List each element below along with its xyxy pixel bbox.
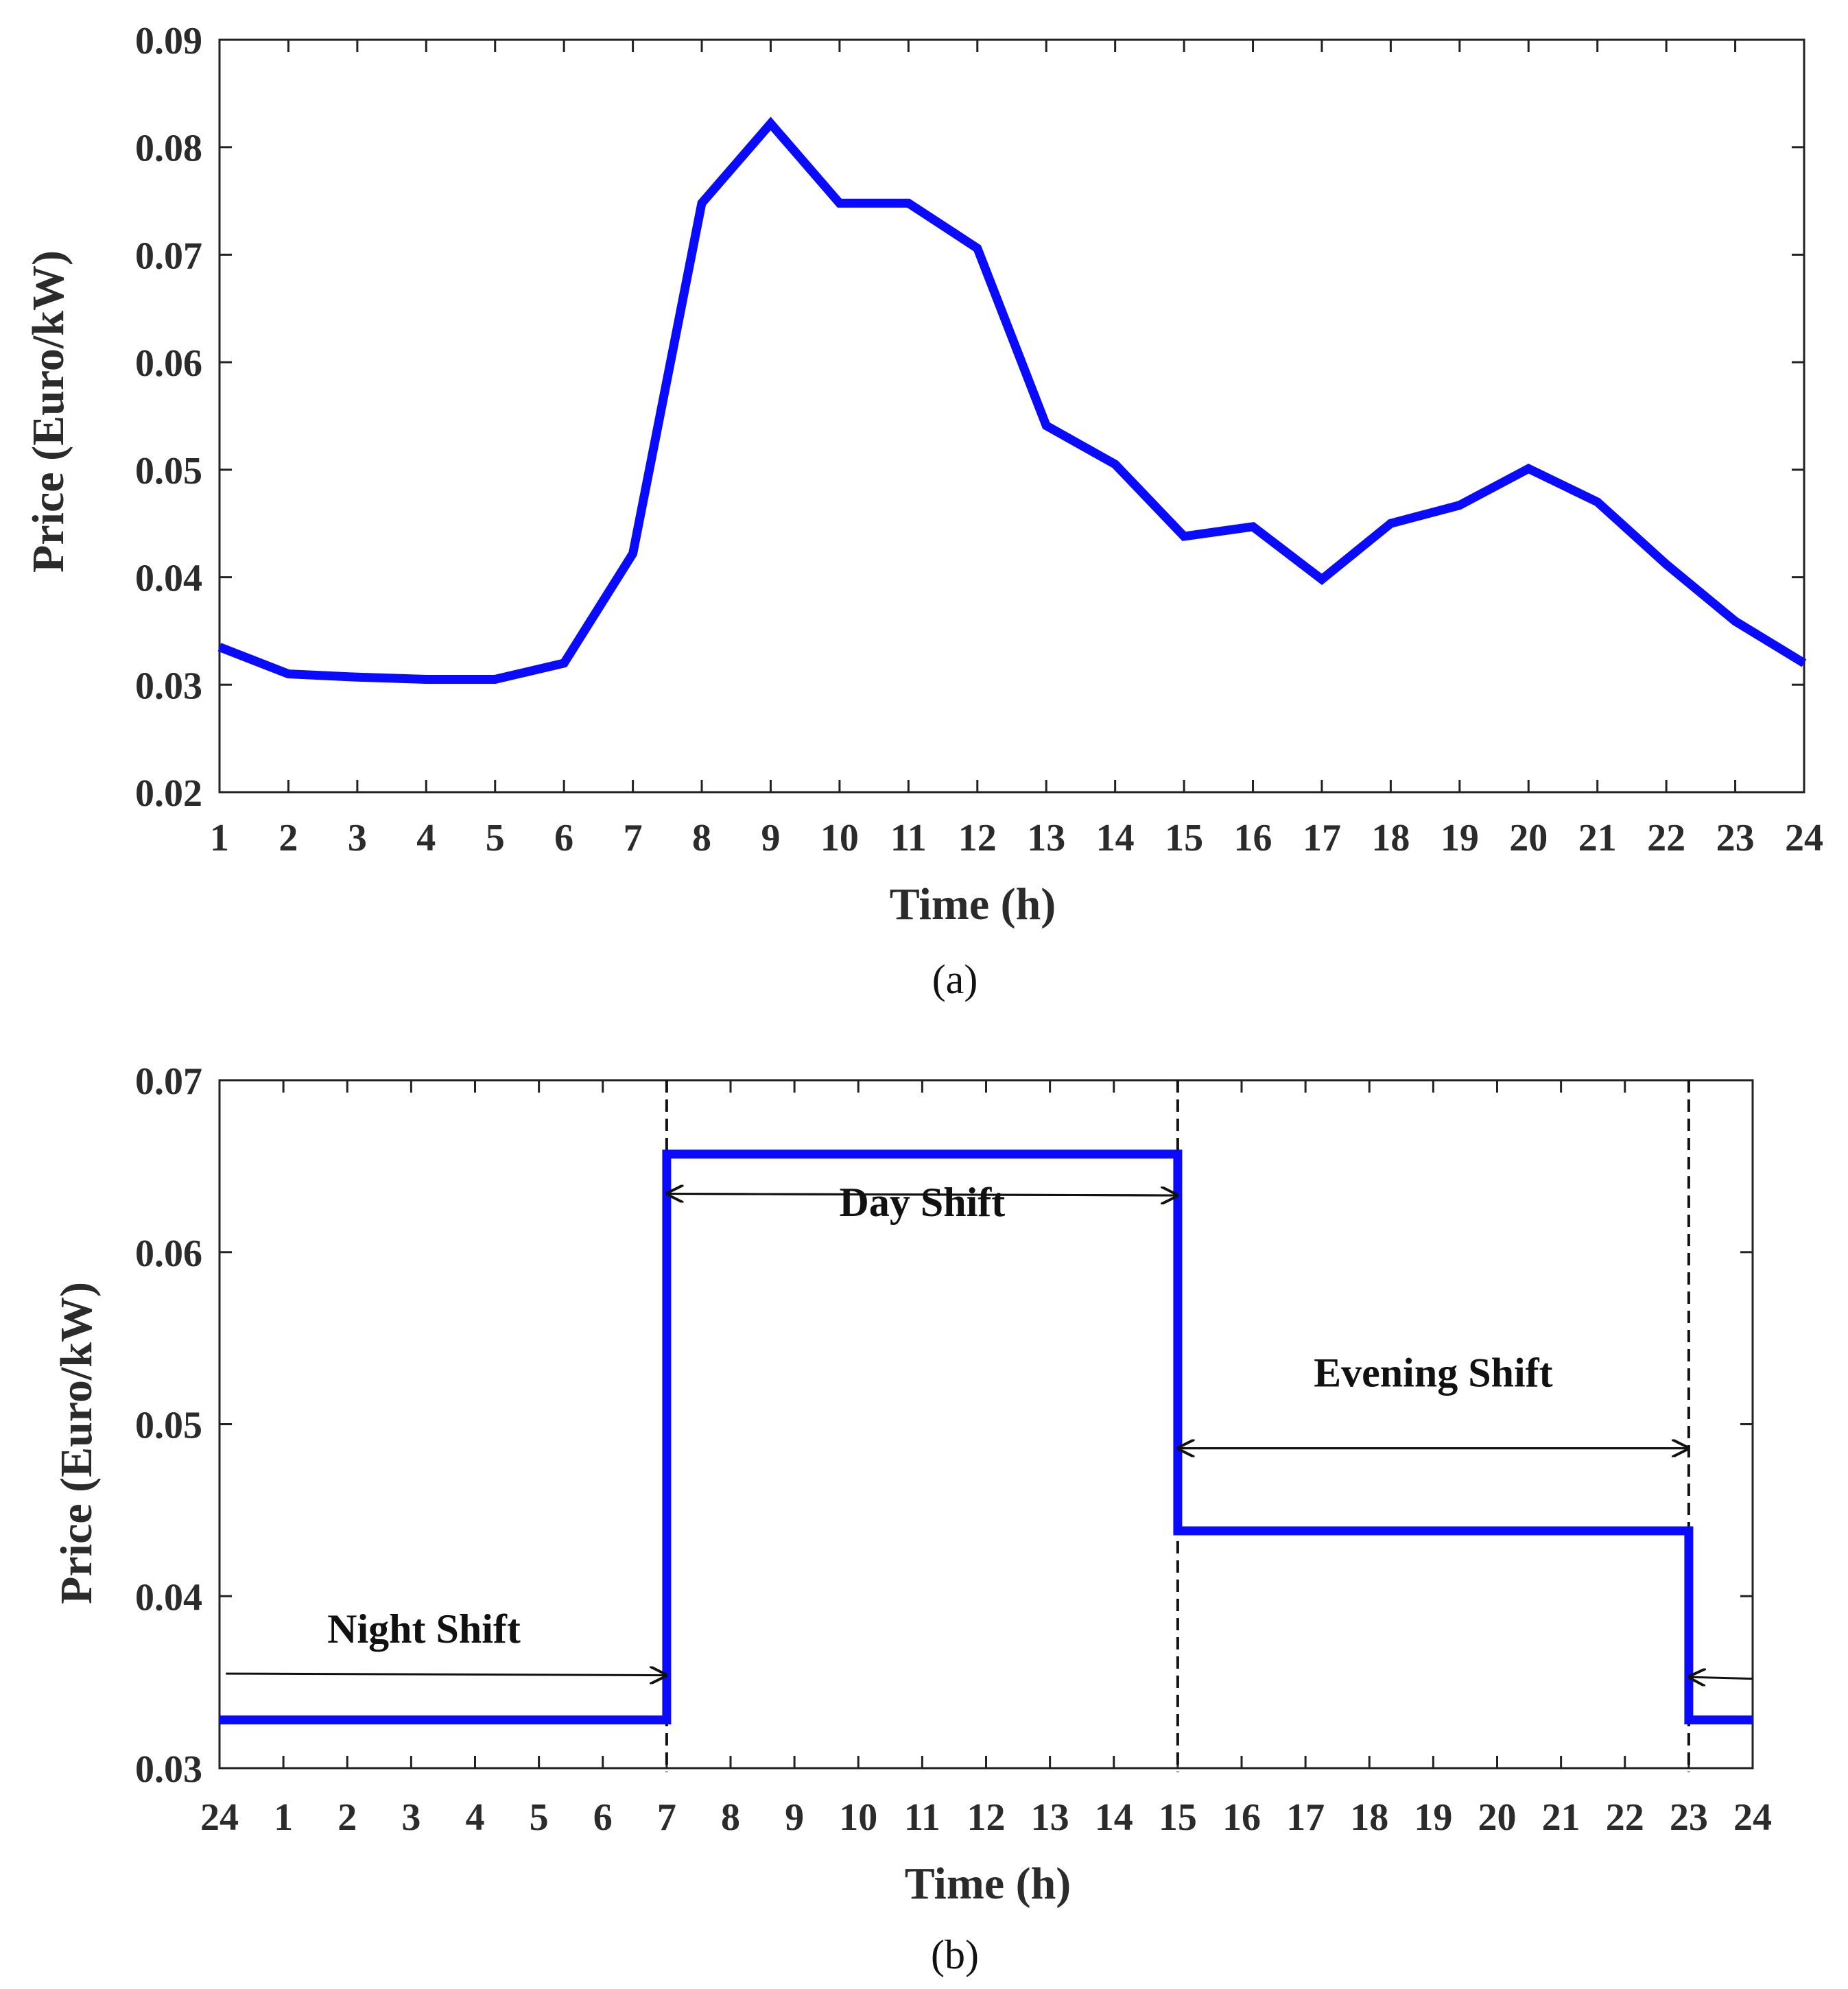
chart-a-y-tick-label: 0.06 (135, 342, 202, 385)
chart-a-x-tick-label: 18 (1371, 817, 1410, 859)
chart-b-x-tick-label: 20 (1478, 1796, 1517, 1839)
chart-a-x-tick-label: 9 (761, 817, 780, 859)
chart-a-x-tick-label: 12 (958, 817, 997, 859)
chart-a-x-tick-label: 7 (624, 817, 643, 859)
chart-b-x-tick-label: 9 (785, 1796, 804, 1839)
chart-b-x-tick-label: 2 (337, 1796, 357, 1839)
chart-a-x-tick-label: 19 (1441, 817, 1479, 859)
chart-b-y-tick-label: 0.06 (135, 1232, 202, 1275)
chart-a-y-tick-label: 0.09 (135, 20, 202, 62)
chart-b-series-line (220, 1150, 1753, 1725)
chart-a-x-tick-label: 8 (692, 817, 711, 859)
chart-b-x-tick-label: 4 (466, 1796, 485, 1839)
chart-a-x-tick-label: 23 (1716, 817, 1755, 859)
chart-a-axes-frame (218, 38, 1805, 794)
chart-b-panel-label: (b) (931, 1932, 979, 1977)
chart-b-annotation-label: Day Shift (840, 1180, 1006, 1225)
chart-a-x-tick-label: 15 (1165, 817, 1203, 859)
chart-b-x-tick-label: 24 (1733, 1796, 1772, 1839)
chart-a-x-tick-label: 13 (1027, 817, 1065, 859)
chart-b: 24 1 2 3 4 5 6 7 8 9 10 11 12 13 14 15 16 17 18 19 20 21 22 23 2… (51, 1060, 1772, 1977)
chart-a-x-tick-label: 24 (1785, 817, 1823, 859)
chart-a-x-tick-label: 16 (1234, 817, 1272, 859)
chart-b-x-tick-label: 23 (1670, 1796, 1708, 1839)
chart-a-y-tick-label: 0.03 (135, 665, 202, 707)
chart-a-panel-label: (a) (932, 957, 978, 1002)
chart-b-x-tick-label: 18 (1350, 1796, 1388, 1839)
chart-b-x-tick-label: 16 (1222, 1796, 1261, 1839)
chart-b-x-tick-label: 22 (1606, 1796, 1644, 1839)
chart-b-annotation-label: Evening Shift (1314, 1350, 1552, 1395)
chart-a-series (217, 117, 1807, 684)
chart-b-y-axis-title: Price (Euro/kW) (51, 1282, 102, 1604)
chart-b-x-tick-label: 6 (593, 1796, 613, 1839)
chart-b-x-tick-label: 10 (839, 1796, 877, 1839)
chart-a-x-tick-label: 4 (416, 817, 436, 859)
chart-a-x-tick-label: 22 (1647, 817, 1685, 859)
chart-b-x-tick-label: 17 (1286, 1796, 1325, 1839)
chart-a-tick-labels: 1 2 3 4 5 6 7 8 9 10 11 12 13 14 15 16 17 18 19 20 21 22 23 240… (135, 20, 1823, 859)
chart-a-y-tick-label: 0.08 (135, 128, 202, 170)
chart-a-x-tick-label: 6 (554, 817, 573, 859)
chart-b-x-tick-label: 14 (1095, 1796, 1133, 1839)
chart-b-x-tick-label: 21 (1542, 1796, 1580, 1839)
chart-a-x-tick-label: 2 (279, 817, 298, 859)
chart-a-x-tick-label: 14 (1096, 817, 1135, 859)
chart-a-ticks (218, 38, 1805, 794)
chart-b-y-tick-label: 0.05 (135, 1405, 202, 1447)
chart-a-y-tick-label: 0.04 (135, 558, 202, 600)
chart-a-x-axis-title: Time (h) (890, 879, 1056, 929)
chart-b-y-tick-label: 0.03 (135, 1748, 202, 1791)
chart-b-annotations: Night Shift Day Shift Evening Shift (226, 1180, 1753, 1679)
chart-b-x-tick-label: 1 (274, 1796, 293, 1839)
chart-a-y-axis-title: Price (Euro/kW) (23, 250, 73, 573)
chart-b-annotation-label: Night Shift (327, 1606, 521, 1652)
chart-a-series-line (217, 117, 1807, 684)
chart-b-y-tick-label: 0.07 (135, 1060, 202, 1103)
chart-b-annotation-arrow (226, 1674, 667, 1676)
chart-b-x-tick-label: 11 (904, 1796, 940, 1839)
chart-a-y-tick-label: 0.07 (135, 235, 202, 277)
chart-a-x-tick-label: 21 (1578, 817, 1617, 859)
chart-a-x-tick-label: 1 (210, 817, 229, 859)
chart-a-x-tick-label: 11 (890, 817, 927, 859)
chart-b-ticks (218, 1079, 1754, 1770)
chart-a-x-tick-label: 5 (486, 817, 505, 859)
chart-a-x-tick-label: 10 (820, 817, 859, 859)
chart-a-y-tick-label: 0.02 (135, 772, 202, 815)
chart-b-y-tick-label: 0.04 (135, 1576, 202, 1619)
chart-b-x-tick-label: 5 (530, 1796, 549, 1839)
chart-a: 1 2 3 4 5 6 7 8 9 10 11 12 13 14 15 16 17 18 19 20 21 22 23 240… (23, 20, 1823, 1002)
chart-a-x-tick-label: 20 (1509, 817, 1548, 859)
chart-b-x-tick-label: 15 (1159, 1796, 1197, 1839)
chart-b-x-tick-label: 19 (1414, 1796, 1452, 1839)
chart-b-x-tick-label: 7 (657, 1796, 676, 1839)
chart-a-y-tick-label: 0.05 (135, 450, 202, 492)
chart-a-plot-frame (218, 38, 1805, 794)
chart-b-x-tick-label: 13 (1031, 1796, 1069, 1839)
chart-b-x-tick-label: 8 (721, 1796, 740, 1839)
chart-b-x-tick-label: 12 (967, 1796, 1006, 1839)
chart-a-x-tick-label: 17 (1303, 817, 1341, 859)
chart-b-tick-labels: 24 1 2 3 4 5 6 7 8 9 10 11 12 13 14 15 16 17 18 19 20 21 22 23 2… (135, 1060, 1772, 1839)
chart-b-annotation-arrow (1689, 1677, 1753, 1679)
chart-b-series (220, 1150, 1753, 1725)
chart-b-x-tick-label: 3 (401, 1796, 420, 1839)
chart-b-x-tick-label: 24 (200, 1796, 239, 1839)
chart-b-annotation-arrow-reverse (667, 1193, 1178, 1195)
chart-b-x-axis-title: Time (h) (905, 1859, 1071, 1909)
chart-a-x-tick-label: 3 (348, 817, 367, 859)
